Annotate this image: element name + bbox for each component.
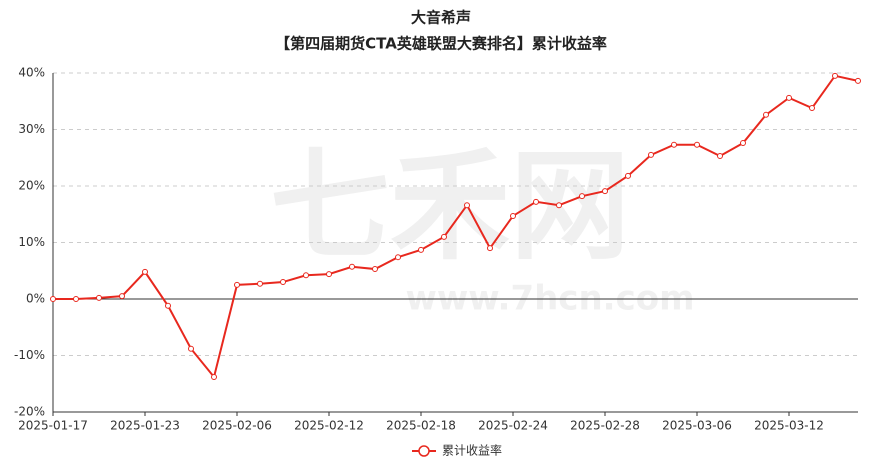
chart-title: 大音希声	[411, 9, 471, 27]
legend-label: 累计收益率	[442, 443, 502, 458]
data-point	[487, 245, 493, 252]
y-tick-label: -20%	[14, 405, 45, 419]
data-point	[464, 202, 470, 209]
data-point	[602, 188, 608, 195]
data-point	[119, 293, 125, 300]
data-point	[832, 72, 838, 79]
x-tick-label: 2025-01-23	[110, 419, 180, 433]
x-tick-label: 2025-02-28	[570, 419, 640, 433]
y-tick-label: -10%	[14, 348, 45, 362]
data-point	[533, 198, 539, 205]
data-point	[372, 266, 378, 273]
data-point	[694, 141, 700, 148]
data-point	[349, 263, 355, 270]
data-point	[648, 151, 654, 158]
data-point	[671, 141, 677, 148]
y-tick-label: 40%	[18, 66, 45, 80]
data-point	[211, 373, 217, 380]
x-tick-label: 2025-03-12	[754, 419, 824, 433]
data-point	[717, 153, 723, 160]
data-point	[556, 202, 562, 209]
data-point	[395, 254, 401, 261]
data-point	[257, 280, 263, 287]
data-point	[763, 111, 769, 118]
watermark-logo: 七禾网	[270, 138, 630, 277]
data-point	[142, 268, 148, 275]
data-point	[234, 281, 240, 288]
data-point	[579, 193, 585, 200]
data-point	[510, 212, 516, 219]
data-point	[740, 140, 746, 147]
data-point	[809, 105, 815, 112]
x-tick-label: 2025-02-24	[478, 419, 548, 433]
series-line	[53, 74, 859, 380]
data-point	[786, 94, 792, 101]
data-point	[96, 294, 102, 301]
data-point	[625, 172, 631, 179]
y-tick-label: 20%	[18, 179, 45, 193]
data-point	[280, 279, 286, 286]
data-point	[418, 246, 424, 253]
x-tick-label: 2025-03-06	[662, 419, 732, 433]
data-point	[855, 77, 861, 84]
data-point	[326, 271, 332, 278]
x-tick-label: 2025-02-12	[294, 419, 364, 433]
data-point	[73, 296, 79, 302]
data-point	[50, 296, 56, 302]
x-tick-label: 2025-02-18	[386, 419, 456, 433]
chart-subtitle: 【第四届期货CTA英雄联盟大赛排名】累计收益率	[275, 35, 607, 53]
data-point	[188, 345, 194, 352]
y-tick-label: 30%	[18, 122, 45, 136]
data-point	[441, 233, 447, 240]
data-point	[165, 302, 171, 309]
legend-marker	[418, 445, 430, 457]
y-tick-label: 10%	[18, 235, 45, 249]
x-tick-label: 2025-01-17	[18, 419, 88, 433]
data-point	[303, 272, 309, 279]
x-tick-label: 2025-02-06	[202, 419, 272, 433]
y-tick-label: 0%	[26, 292, 45, 306]
